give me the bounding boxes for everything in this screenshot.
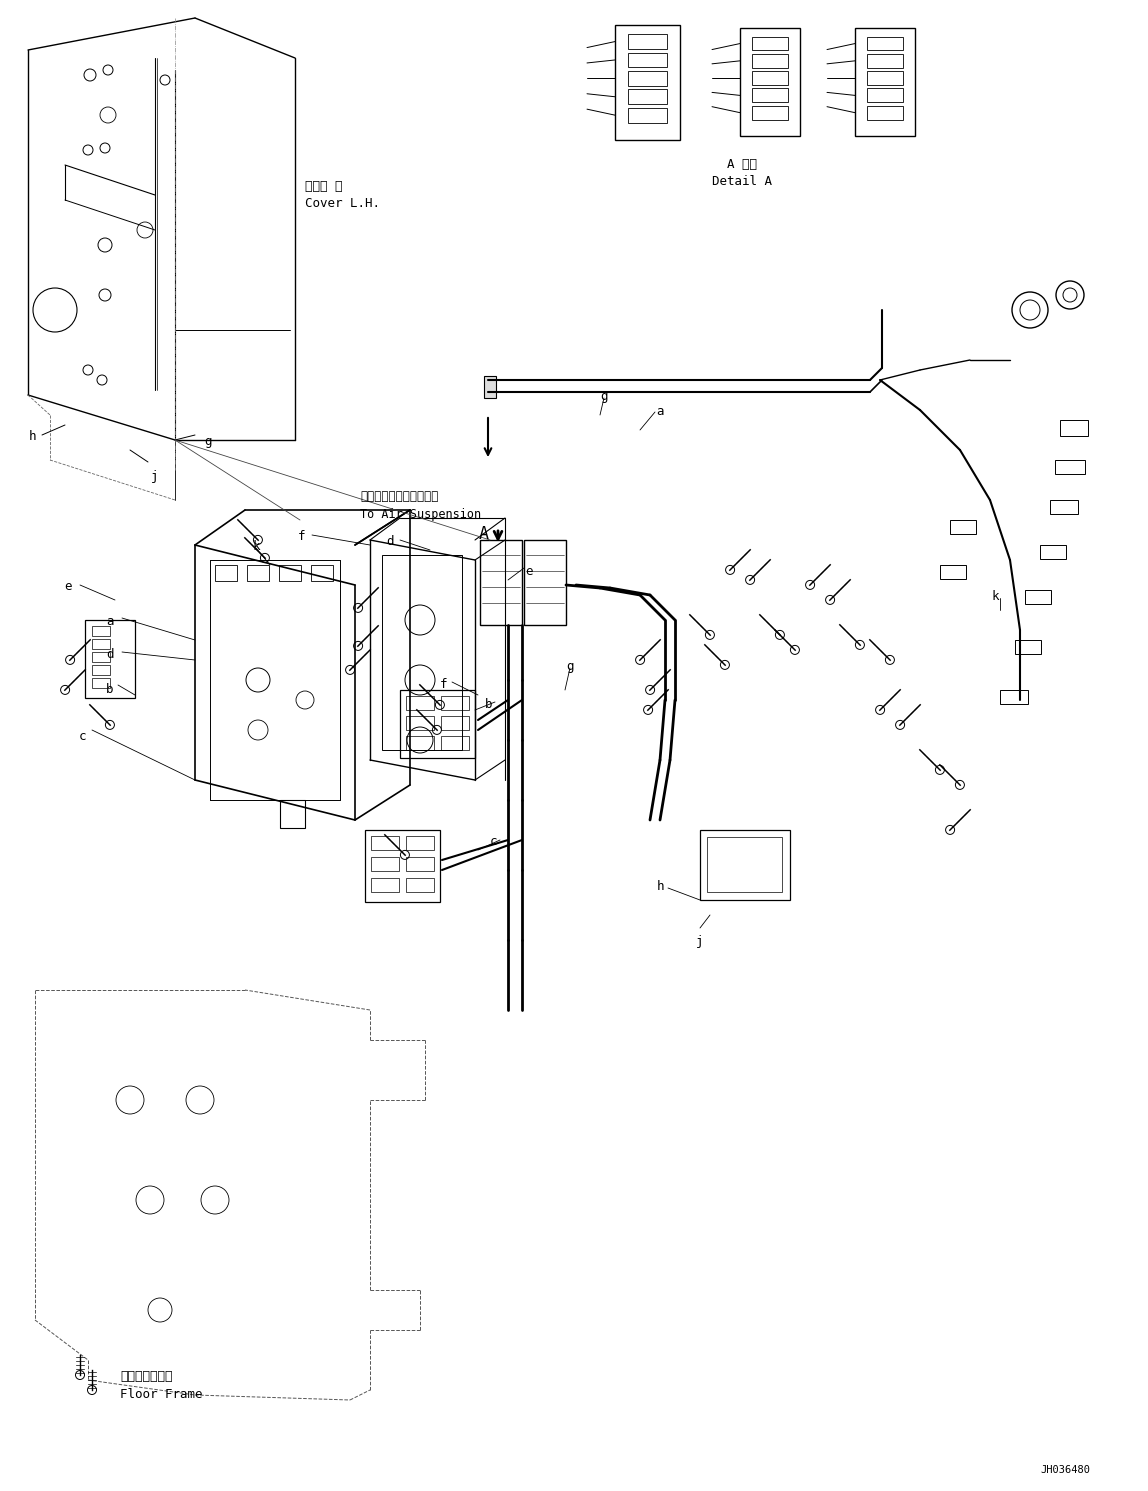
Text: j: j	[696, 935, 704, 948]
Bar	[365, 830, 440, 902]
Bar	[92, 626, 110, 637]
Text: フロアフレーム: フロアフレーム	[121, 1370, 172, 1384]
Bar	[441, 716, 470, 731]
Text: Cover L.H.: Cover L.H.	[305, 197, 380, 210]
Bar	[92, 678, 110, 687]
Bar	[752, 106, 788, 119]
Text: g: g	[204, 435, 211, 447]
Bar	[951, 520, 976, 534]
Bar	[441, 696, 470, 710]
Bar	[92, 652, 110, 662]
Text: Detail A: Detail A	[712, 174, 771, 188]
Bar	[280, 801, 305, 828]
Text: g: g	[566, 661, 574, 672]
Bar	[279, 565, 301, 581]
Bar	[406, 857, 434, 871]
Text: a: a	[657, 406, 664, 417]
Text: g: g	[600, 391, 607, 403]
Text: エアーサスペンションへ: エアーサスペンションへ	[360, 491, 439, 502]
Bar	[371, 878, 400, 892]
Bar	[752, 37, 788, 51]
Bar	[707, 836, 782, 892]
Bar	[1000, 690, 1027, 704]
Text: A: A	[479, 525, 489, 543]
Bar	[940, 565, 965, 579]
Text: d: d	[107, 649, 114, 661]
Text: JH036480: JH036480	[1040, 1466, 1089, 1475]
Bar	[867, 54, 903, 67]
Bar	[628, 34, 667, 49]
Text: To Air Suspension: To Air Suspension	[360, 508, 481, 520]
Bar	[406, 836, 434, 850]
Bar	[752, 88, 788, 103]
Bar	[867, 37, 903, 51]
Bar	[484, 376, 496, 398]
Bar	[1040, 546, 1066, 559]
Bar	[867, 88, 903, 103]
Bar	[615, 25, 680, 140]
Bar	[382, 555, 461, 750]
Bar	[406, 737, 434, 750]
Text: Floor Frame: Floor Frame	[121, 1388, 202, 1402]
Bar	[406, 696, 434, 710]
Text: b: b	[484, 698, 492, 711]
Text: f: f	[440, 678, 448, 690]
Text: b: b	[107, 683, 114, 696]
Text: h: h	[29, 429, 36, 443]
Bar	[867, 106, 903, 119]
Bar	[752, 72, 788, 85]
Text: f: f	[298, 529, 305, 543]
Bar	[215, 565, 236, 581]
Text: k: k	[991, 590, 999, 602]
Bar	[752, 54, 788, 67]
Bar	[867, 72, 903, 85]
Bar	[85, 620, 135, 698]
Bar	[1015, 640, 1041, 655]
Bar	[371, 857, 400, 871]
Bar	[740, 28, 800, 136]
Bar	[523, 540, 566, 625]
Bar	[92, 665, 110, 675]
Text: カバー 左: カバー 左	[305, 180, 342, 192]
Bar	[628, 52, 667, 67]
Bar	[628, 89, 667, 104]
Text: c: c	[490, 835, 497, 848]
Bar	[855, 28, 915, 136]
Bar	[311, 565, 333, 581]
Bar	[628, 107, 667, 122]
Bar	[92, 640, 110, 649]
Text: a: a	[107, 614, 114, 628]
Text: h: h	[657, 880, 664, 893]
Bar	[1050, 499, 1078, 514]
Bar	[1060, 420, 1088, 435]
Text: k: k	[253, 540, 259, 553]
Bar	[1055, 461, 1085, 474]
Text: j: j	[152, 470, 158, 483]
Text: e: e	[525, 565, 533, 579]
Text: d: d	[386, 535, 394, 549]
Text: c: c	[79, 731, 87, 743]
Text: e: e	[64, 580, 71, 593]
Bar	[480, 540, 522, 625]
Bar	[700, 830, 790, 901]
Bar	[628, 72, 667, 85]
Bar	[1025, 590, 1052, 604]
Bar	[247, 565, 269, 581]
Bar	[441, 737, 470, 750]
Bar	[371, 836, 400, 850]
Bar	[400, 690, 475, 757]
Bar	[406, 878, 434, 892]
Text: A 詳細: A 詳細	[727, 158, 757, 171]
Bar	[406, 716, 434, 731]
